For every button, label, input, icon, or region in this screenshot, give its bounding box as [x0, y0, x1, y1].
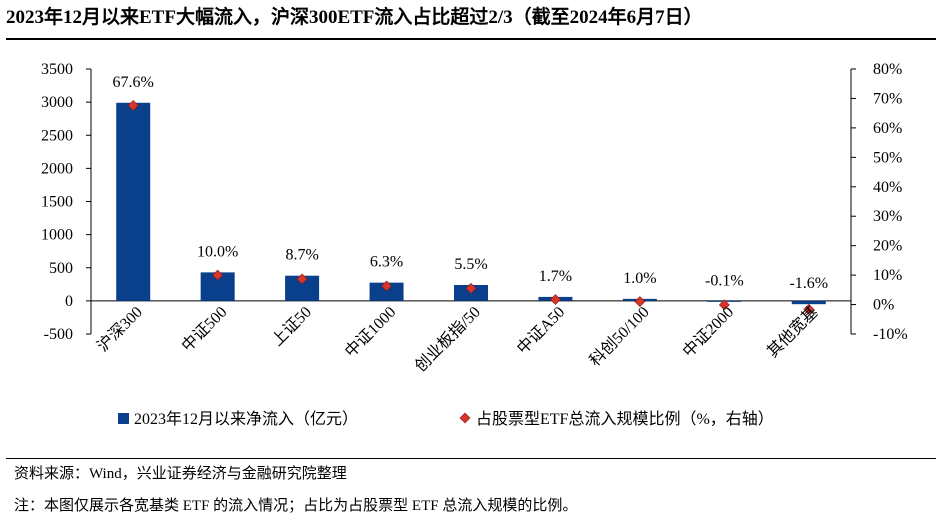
- chart-area: -500 0 500 1000 1500 2000 2500 3000 3500 -10% 0% 10…: [0, 40, 942, 458]
- data-point-marker: [381, 280, 392, 292]
- right-axis-tick-label: 30%: [873, 208, 902, 225]
- left-axis-tick-label: 1500: [41, 194, 73, 211]
- source-text: 资料来源：Wind，兴业证券经济与金融研究院整理: [14, 466, 347, 482]
- legend-marker-label: 占股票型ETF总流入规模比例（%，右轴）: [476, 410, 774, 428]
- category-tick-label: 其他宽基: [764, 303, 822, 361]
- data-label: 6.3%: [370, 254, 403, 271]
- category-tick-label: 上证50: [268, 303, 315, 350]
- right-axis-tick-label: 0%: [873, 297, 894, 314]
- data-point-marker: [718, 299, 730, 311]
- left-axis-tick-label: 3500: [41, 61, 73, 78]
- data-point-marker: [127, 100, 139, 111]
- note-text: 注：本图仅展示各宽基类 ETF 的流入情况；占比为占股票型 ETF 总流入规模的…: [14, 498, 578, 514]
- legend-bar-label: 2023年12月以来净流入（亿元）: [134, 410, 358, 428]
- left-axis-tick-label: 1000: [41, 227, 73, 244]
- category-tick-label: 科创50/100: [586, 303, 653, 370]
- data-point-marker: [803, 303, 815, 315]
- bar: [369, 282, 404, 301]
- right-axis-tick-label: 10%: [873, 267, 902, 284]
- category-tick-label: 中证A50: [513, 303, 568, 358]
- category-tick-label: 沪深300: [94, 303, 146, 355]
- left-axis-tick-label: -500: [44, 326, 73, 343]
- data-label: 1.7%: [539, 268, 572, 285]
- data-point-marker: [634, 296, 646, 308]
- right-axis-tick-label: 80%: [873, 61, 902, 78]
- data-label: -0.1%: [705, 273, 744, 290]
- data-label: 8.7%: [285, 247, 318, 264]
- legend-bar-swatch: [118, 413, 129, 424]
- data-label: -1.6%: [789, 275, 828, 292]
- right-axis-tick-label: -10%: [873, 326, 908, 343]
- right-axis-tick-label: 20%: [873, 238, 902, 255]
- left-axis-tick-label: 2000: [41, 160, 73, 177]
- left-axis-tick-label: 0: [65, 293, 73, 310]
- data-point-marker: [296, 273, 308, 285]
- category-tick-label: 中证500: [178, 303, 230, 355]
- data-label: 5.5%: [454, 256, 487, 273]
- data-point-marker: [465, 282, 477, 294]
- chart-title: 2023年12月以来ETF大幅流入，沪深300ETF流入占比超过2/3（截至20…: [6, 7, 703, 28]
- left-axis-tick-label: 2500: [41, 127, 73, 144]
- left-axis-tick-label: 500: [49, 260, 73, 277]
- bar: [791, 300, 826, 305]
- category-tick-label: 创业板指/50: [411, 303, 483, 375]
- left-axis-tick-label: 3000: [41, 94, 73, 111]
- right-axis-tick-label: 60%: [873, 120, 902, 137]
- title-divider: [6, 38, 936, 40]
- right-axis-tick-label: 50%: [873, 149, 902, 166]
- data-label: 10.0%: [197, 243, 238, 260]
- legend-marker-swatch: [459, 412, 471, 424]
- source-divider: [6, 458, 936, 459]
- chart-svg: -500 0 500 1000 1500 2000 2500 3000 3500 -10% 0% 10…: [41, 61, 908, 428]
- data-point-marker: [212, 269, 224, 281]
- right-axis-tick-label: 70%: [873, 90, 902, 107]
- category-tick-label: 中证1000: [341, 303, 399, 361]
- data-point-marker: [550, 294, 561, 305]
- category-tick-label: 中证2000: [679, 303, 737, 361]
- bar: [116, 102, 151, 301]
- data-label: 67.6%: [113, 74, 154, 91]
- data-label: 1.0%: [623, 270, 656, 287]
- right-axis-tick-label: 40%: [873, 179, 902, 196]
